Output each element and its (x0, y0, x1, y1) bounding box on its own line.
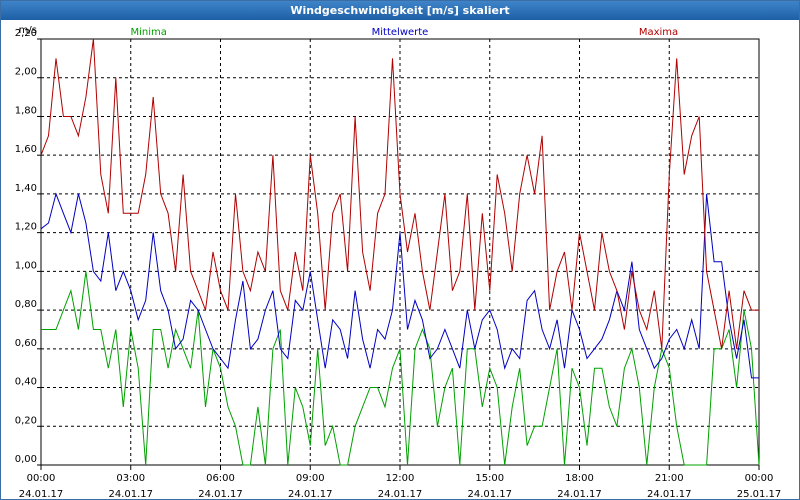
y-tick-label: 2,20 (15, 28, 37, 39)
y-axis-label: m/s (19, 25, 37, 36)
x-tick-label-date: 24.01.17 (557, 489, 602, 499)
y-tick-label: 1,00 (15, 260, 37, 271)
x-tick-label-date: 24.01.17 (467, 489, 512, 499)
x-tick-label-time: 00:00 (745, 473, 774, 484)
y-tick-label: 0,60 (15, 338, 37, 349)
window-title: Windgeschwindigkeit [m/s] skaliert (1, 1, 799, 20)
series-line-mittelwerte (40, 192, 759, 379)
x-tick-label-date: 24.01.17 (647, 489, 692, 499)
legend-minima: Minima (130, 27, 166, 38)
x-tick-label-time: 00:00 (27, 473, 56, 484)
x-tick-label-date: 24.01.17 (108, 489, 153, 499)
y-tick-label: 1,60 (15, 144, 37, 155)
legend-mittelwerte: Mittelwerte (372, 27, 429, 38)
legend-maxima: Maxima (639, 27, 678, 38)
y-tick-label: 1,40 (15, 183, 37, 194)
y-tick-label: 0,40 (15, 377, 37, 388)
series-line-maxima (40, 38, 759, 349)
y-tick-label: 0,80 (15, 299, 37, 310)
y-tick-label: 2,00 (15, 67, 37, 78)
x-tick-label-time: 15:00 (475, 473, 504, 484)
y-tick-label: 0,00 (15, 454, 37, 465)
x-tick-label-date: 24.01.17 (378, 489, 423, 499)
x-tick-label-time: 09:00 (296, 473, 325, 484)
x-tick-label-time: 03:00 (116, 473, 145, 484)
y-tick-label: 1,20 (15, 222, 37, 233)
x-tick-label-date: 24.01.17 (288, 489, 333, 499)
x-tick-label-time: 21:00 (655, 473, 684, 484)
line-chart: 0,00 0,20 0,40 0,60 0,80 1,00 1,20 1,40 1,60 1,80… (15, 25, 782, 499)
x-tick-label-date: 24.01.17 (198, 489, 243, 499)
x-tick-label-time: 18:00 (565, 473, 594, 484)
x-tick-label-time: 12:00 (386, 473, 415, 484)
y-tick-label: 0,20 (15, 415, 37, 426)
y-tick-label: 1,80 (15, 105, 37, 116)
x-tick-label-date: 24.01.17 (19, 489, 64, 499)
series-line-minima (41, 271, 760, 466)
x-tick-label-date: 25.01.17 (737, 489, 782, 499)
x-tick-label-time: 06:00 (206, 473, 235, 484)
